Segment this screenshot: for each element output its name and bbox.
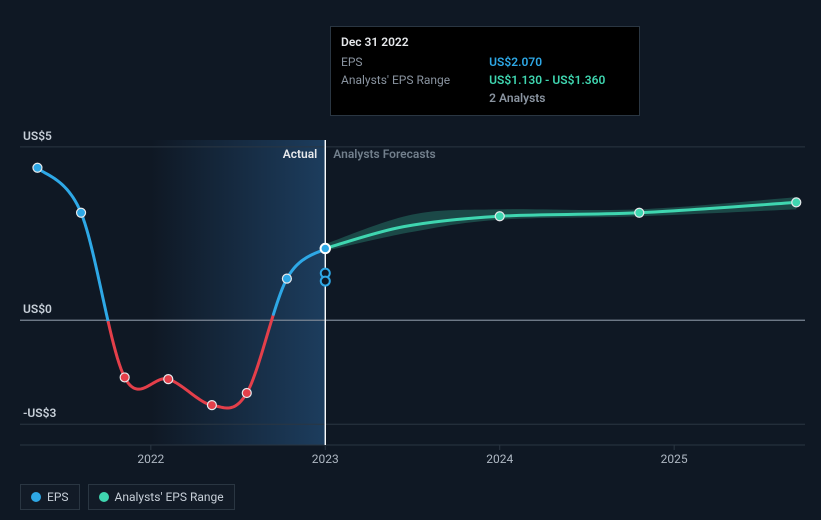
chart-legend: EPS Analysts' EPS Range — [20, 484, 235, 510]
tooltip-analysts-count: 2 Analysts — [489, 89, 629, 107]
tooltip-eps-label: EPS — [341, 53, 489, 71]
legend-label: Analysts' EPS Range — [115, 490, 224, 504]
legend-item-1[interactable]: Analysts' EPS Range — [88, 484, 235, 510]
tooltip-eps-value: US$2.070 — [489, 53, 629, 71]
tooltip-range-value: US$1.130 - US$1.360 — [489, 71, 629, 89]
legend-swatch — [99, 492, 109, 502]
svg-text:2022: 2022 — [137, 452, 164, 466]
svg-text:2023: 2023 — [312, 452, 339, 466]
svg-text:US$0: US$0 — [23, 302, 52, 316]
tooltip-date: Dec 31 2022 — [341, 35, 629, 49]
tooltip-range-label: Analysts' EPS Range — [341, 71, 489, 89]
svg-text:Actual: Actual — [283, 147, 318, 161]
legend-item-0[interactable]: EPS — [20, 484, 80, 510]
chart-tooltip: Dec 31 2022 EPS US$2.070 Analysts' EPS R… — [330, 26, 640, 116]
legend-label: EPS — [47, 490, 69, 504]
legend-swatch — [31, 492, 41, 502]
svg-text:2024: 2024 — [486, 452, 513, 466]
svg-text:US$5: US$5 — [23, 129, 52, 143]
svg-text:Analysts Forecasts: Analysts Forecasts — [333, 147, 435, 161]
svg-text:-US$3: -US$3 — [23, 406, 56, 420]
svg-text:2025: 2025 — [661, 452, 688, 466]
